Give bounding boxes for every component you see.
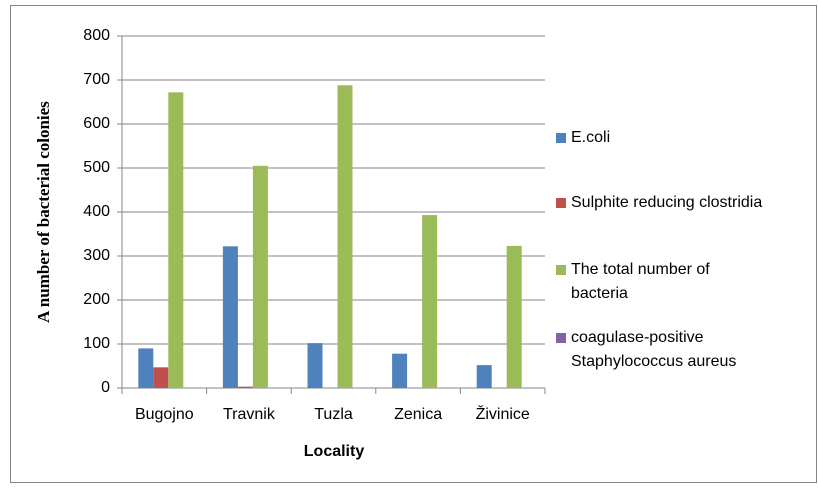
- bar: [422, 215, 438, 388]
- bar: [307, 343, 323, 388]
- bar: [337, 85, 353, 388]
- x-tick-label: Bugojno: [135, 406, 194, 423]
- legend-label: Sulphite reducing clostridia: [571, 194, 762, 211]
- x-tick-label: Zenica: [394, 406, 442, 423]
- legend-label: The total number of bacteria: [571, 261, 710, 302]
- legend-label: E.coli: [571, 129, 610, 146]
- legend-label: coagulase-positive Staphylococcus aureus: [571, 329, 736, 370]
- chart-border: [10, 5, 817, 483]
- y-tick-label: 600: [83, 115, 110, 132]
- bar: [138, 348, 154, 388]
- legend-swatch: [556, 133, 566, 143]
- bar: [392, 353, 408, 388]
- y-tick-label: 800: [83, 27, 110, 44]
- bar: [476, 365, 492, 388]
- legend-swatch: [556, 198, 566, 208]
- y-tick-label: 300: [83, 247, 110, 264]
- legend-swatch: [556, 265, 566, 275]
- bar: [153, 367, 169, 388]
- bar: [222, 246, 238, 388]
- legend-swatch: [556, 333, 566, 343]
- x-tick-label: Travnik: [223, 406, 276, 423]
- y-tick-label: 500: [83, 159, 110, 176]
- bar: [168, 92, 184, 388]
- x-axis-label: Locality: [304, 443, 365, 460]
- y-tick-label: 400: [83, 203, 110, 220]
- y-axis-label: A number of bacterial colonies: [34, 101, 53, 323]
- y-tick-label: 100: [83, 335, 110, 352]
- bar: [252, 165, 268, 388]
- y-tick-label: 0: [101, 379, 110, 396]
- y-tick-label: 700: [83, 71, 110, 88]
- bar: [237, 386, 253, 388]
- x-tick-label: Tuzla: [314, 406, 353, 423]
- y-tick-label: 200: [83, 291, 110, 308]
- x-tick-label: Živinice: [476, 404, 530, 423]
- bar: [506, 245, 522, 388]
